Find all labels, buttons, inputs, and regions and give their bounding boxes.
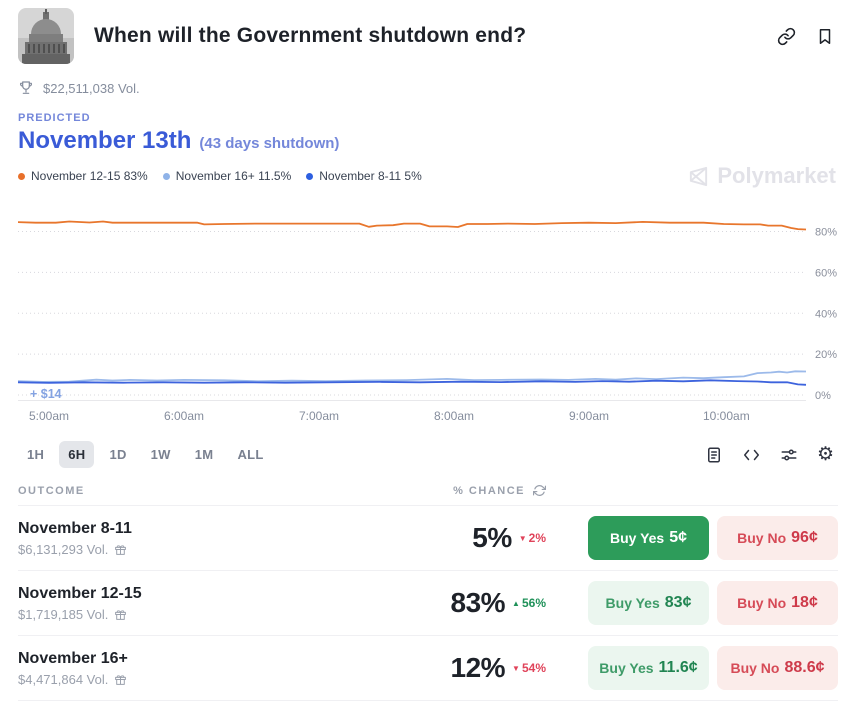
gear-icon[interactable]: ⚙ xyxy=(816,443,834,465)
timeframe-1h[interactable]: 1H xyxy=(18,441,53,468)
buy-yes-button[interactable]: Buy Yes 11.6¢ xyxy=(588,646,709,690)
up-arrow-icon: ▲ xyxy=(512,598,520,608)
gift-icon[interactable] xyxy=(114,608,127,621)
chart-x-axis: 5:00am 6:00am 7:00am 8:00am 9:00am 10:00am xyxy=(18,405,838,427)
outcome-info: November 8-11 $6,131,293 Vol. xyxy=(18,520,373,557)
trophy-icon xyxy=(19,81,33,94)
outcome-info: November 16+ $4,471,864 Vol. xyxy=(18,650,373,687)
chart-controls: 1H 6H 1D 1W 1M ALL ⚙ xyxy=(18,441,838,468)
chance-value: 83% xyxy=(450,587,506,618)
outcome-row: November 16+ $4,471,864 Vol. 12% ▼ 54% xyxy=(18,635,838,700)
legend-dot-lightblue xyxy=(162,172,170,180)
chance-change: ▼ 2% xyxy=(518,531,546,545)
buy-no-button[interactable]: Buy No 88.6¢ xyxy=(717,646,838,690)
embed-code-icon[interactable] xyxy=(742,446,761,464)
legend-item: November 12-15 83% xyxy=(18,169,148,183)
price-chart[interactable]: 80% 60% 40% 20% 0% + $14 xyxy=(18,207,838,403)
chance-change: ▼ 54% xyxy=(512,661,546,675)
svg-text:80%: 80% xyxy=(815,227,837,239)
x-tick-label: 5:00am xyxy=(29,409,70,423)
outcome-volume: $1,719,185 Vol. xyxy=(18,606,109,622)
chance-cell: 5% ▼ 2% xyxy=(373,522,588,554)
no-price: 18¢ xyxy=(791,594,818,611)
svg-text:60%: 60% xyxy=(815,267,837,279)
svg-text:0%: 0% xyxy=(815,390,831,402)
predicted-block: PREDICTED November 13th (43 days shutdow… xyxy=(18,112,838,155)
chance-change: ▲ 56% xyxy=(512,596,546,610)
volume-row: $22,511,038 Vol. xyxy=(18,80,838,96)
x-tick-label: 7:00am xyxy=(299,409,340,423)
legend-item: November 16+ 11.5% xyxy=(162,169,292,183)
outcome-name: November 12-15 xyxy=(18,584,142,602)
timeframe-1d[interactable]: 1D xyxy=(100,441,135,468)
chance-value: 12% xyxy=(450,652,506,683)
capitol-image xyxy=(18,8,74,64)
svg-text:20%: 20% xyxy=(815,349,837,361)
no-price: 88.6¢ xyxy=(784,659,825,676)
outcome-row: November 12-15 $1,719,185 Vol. 83% ▲ 56% xyxy=(18,570,838,635)
bookmark-icon[interactable] xyxy=(816,27,834,46)
market-thumbnail xyxy=(18,8,74,64)
chance-value: 5% xyxy=(472,522,512,553)
predicted-outcome: November 13th xyxy=(18,127,192,154)
chance-cell: 12% ▼ 54% xyxy=(373,652,588,684)
chance-column-header: % CHANCE xyxy=(453,484,525,497)
outcome-volume: $4,471,864 Vol. xyxy=(18,671,109,687)
total-volume: $22,511,038 Vol. xyxy=(43,80,140,96)
chance-cell: 83% ▲ 56% xyxy=(373,587,588,619)
pnl-label: + $14 xyxy=(30,387,62,401)
timeframe-all[interactable]: ALL xyxy=(228,441,272,468)
legend-dot-orange xyxy=(18,172,25,180)
legend-item: November 8-11 5% xyxy=(306,169,422,183)
market-header: When will the Government shutdown end? xyxy=(18,8,838,64)
predicted-suffix: (43 days shutdown) xyxy=(199,135,340,152)
timeframe-1m[interactable]: 1M xyxy=(186,441,223,468)
timeframe-6h[interactable]: 6H xyxy=(59,441,95,468)
down-arrow-icon: ▼ xyxy=(512,663,520,673)
buy-yes-button[interactable]: Buy Yes 5¢ xyxy=(588,516,709,560)
legend-label: November 8-11 5% xyxy=(319,169,422,183)
outcome-column-header: OUTCOME xyxy=(18,484,85,497)
legend-label: November 16+ 11.5% xyxy=(175,169,292,183)
outcome-rows: November 8-11 $6,131,293 Vol. 5% ▼ 2% xyxy=(18,505,838,701)
timeframe-selector: 1H 6H 1D 1W 1M ALL xyxy=(18,441,273,468)
yes-price: 11.6¢ xyxy=(658,659,698,676)
gift-icon[interactable] xyxy=(114,543,127,556)
outcome-info: November 12-15 $1,719,185 Vol. xyxy=(18,585,373,622)
x-tick-label: 6:00am xyxy=(164,409,205,423)
refresh-icon[interactable] xyxy=(533,484,546,497)
link-icon[interactable] xyxy=(777,27,796,46)
down-arrow-icon: ▼ xyxy=(518,533,527,543)
outcome-name: November 16+ xyxy=(18,649,128,667)
yes-price: 83¢ xyxy=(664,594,692,611)
timeframe-1w[interactable]: 1W xyxy=(142,441,180,468)
x-tick-label: 8:00am xyxy=(434,409,475,423)
x-tick-label: 10:00am xyxy=(703,409,750,423)
rules-doc-icon[interactable] xyxy=(705,446,723,464)
legend-dot-blue xyxy=(306,172,314,180)
outcome-table-header: OUTCOME % CHANCE xyxy=(18,484,838,497)
gift-icon[interactable] xyxy=(114,673,127,686)
yes-price: 5¢ xyxy=(669,529,688,546)
chart-legend: November 12-15 83% November 16+ 11.5% No… xyxy=(18,169,838,183)
buy-yes-button[interactable]: Buy Yes 83¢ xyxy=(588,581,709,625)
outcome-row: November 8-11 $6,131,293 Vol. 5% ▼ 2% xyxy=(18,505,838,570)
chart-settings-sliders-icon[interactable] xyxy=(780,446,798,464)
no-price: 96¢ xyxy=(791,529,818,546)
page-title: When will the Government shutdown end? xyxy=(94,24,527,47)
chart-canvas[interactable]: 80% 60% 40% 20% 0% xyxy=(18,207,838,403)
chart-tools: ⚙ xyxy=(705,443,838,465)
buy-no-button[interactable]: Buy No 96¢ xyxy=(717,516,838,560)
x-tick-label: 9:00am xyxy=(569,409,610,423)
predicted-label: PREDICTED xyxy=(18,112,91,124)
outcome-name: November 8-11 xyxy=(18,519,132,537)
outcome-volume: $6,131,293 Vol. xyxy=(18,541,109,557)
legend-label: November 12-15 83% xyxy=(31,169,148,183)
buy-no-button[interactable]: Buy No 18¢ xyxy=(717,581,838,625)
svg-text:40%: 40% xyxy=(815,308,837,320)
